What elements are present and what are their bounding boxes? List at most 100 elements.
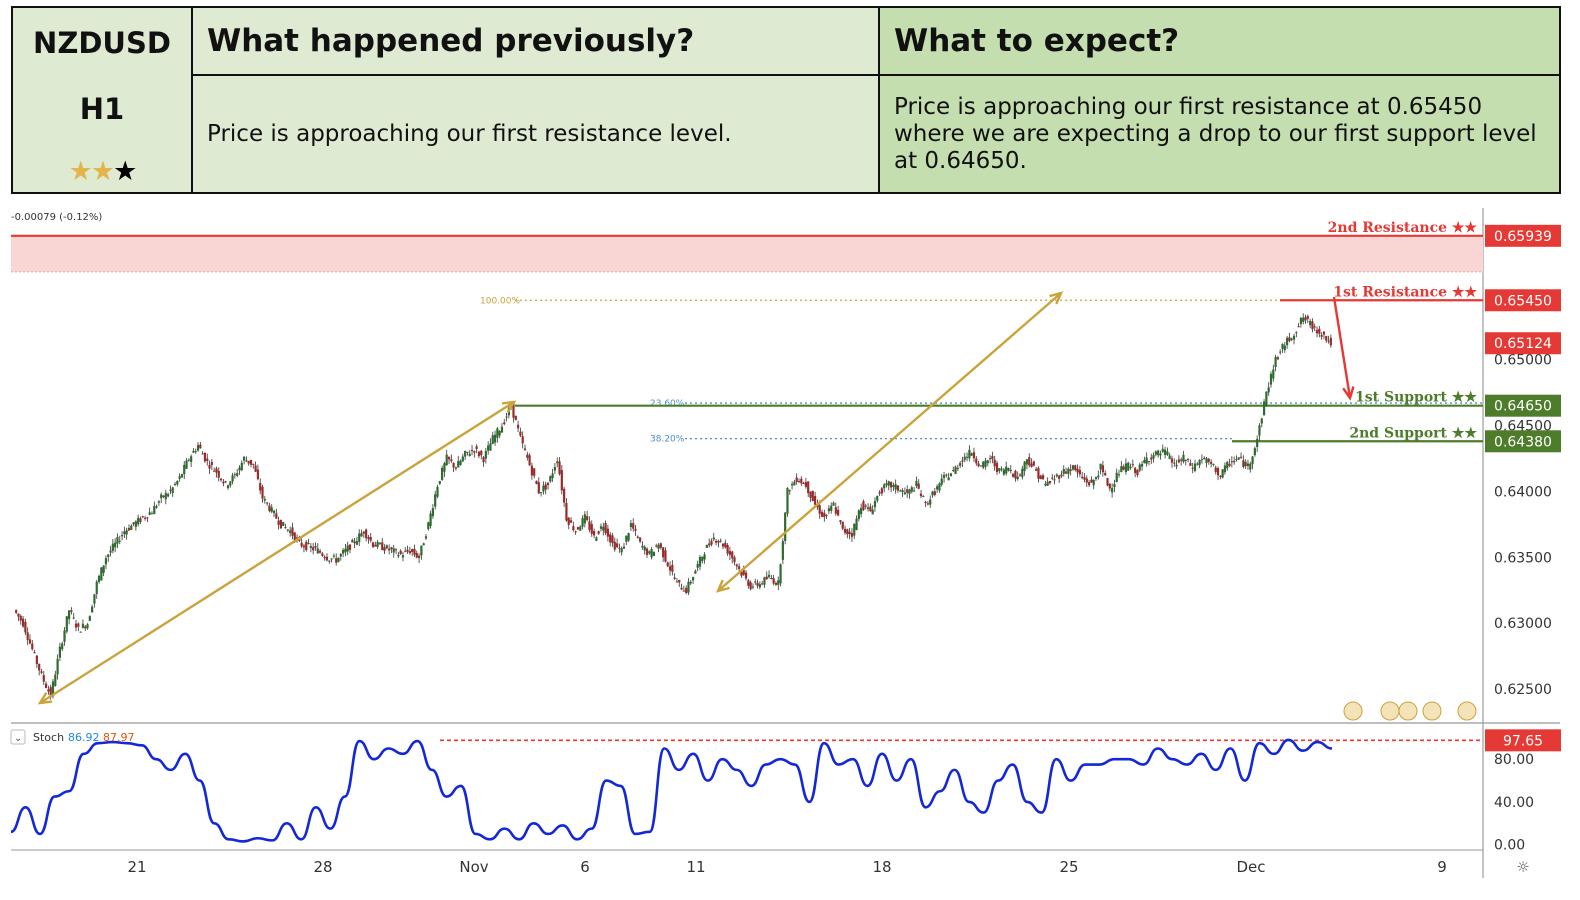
- candle-body: [399, 550, 402, 555]
- trend-arrow-up-head: [37, 692, 53, 705]
- level-tag-text: 0.64380: [1494, 434, 1552, 450]
- candle-body: [95, 581, 98, 594]
- candle-body: [424, 536, 428, 539]
- candle-body: [344, 548, 347, 553]
- candle-body: [572, 526, 575, 531]
- candle-body: [917, 483, 920, 489]
- candle-body: [1262, 401, 1266, 416]
- candle-body: [986, 460, 989, 464]
- candle-body: [219, 478, 223, 481]
- candle-body: [880, 488, 883, 494]
- candle-body: [321, 553, 324, 556]
- candle-body: [841, 521, 844, 529]
- candle-body: [855, 518, 858, 530]
- candle-body: [710, 540, 713, 545]
- stoch-tick-label: 80.00: [1494, 752, 1534, 768]
- candle-body: [388, 548, 391, 551]
- candle-body: [438, 481, 441, 484]
- candle-body: [162, 495, 165, 497]
- candle-body: [1313, 326, 1316, 328]
- candle-body: [63, 630, 66, 642]
- candle-body: [837, 509, 840, 516]
- candle-body: [1101, 465, 1105, 473]
- candle-body: [1274, 356, 1277, 368]
- candle-body: [1030, 463, 1033, 467]
- candle-body: [991, 455, 994, 460]
- candle-body: [530, 465, 533, 476]
- candle-body: [811, 490, 814, 501]
- rating-stars: ★★★: [13, 156, 191, 187]
- candle-body: [733, 557, 736, 563]
- candle-body: [793, 481, 796, 486]
- candle-body: [1159, 453, 1162, 456]
- candle-body: [367, 537, 370, 539]
- candle-body: [721, 543, 725, 547]
- candle-body: [1239, 456, 1243, 458]
- candle-body: [461, 456, 464, 462]
- level-tag-text: 0.65939: [1494, 229, 1552, 245]
- candle-body: [351, 539, 354, 543]
- candle-body: [583, 514, 586, 524]
- candle-body: [1163, 449, 1167, 455]
- candle-body: [130, 525, 133, 530]
- candle-body: [457, 461, 460, 468]
- candle-body: [466, 451, 469, 453]
- candle-body: [134, 521, 137, 527]
- candle-body: [558, 461, 561, 475]
- candle-body: [150, 513, 154, 515]
- candle-body: [127, 527, 131, 531]
- candle-body: [155, 506, 158, 508]
- candle-body: [376, 541, 379, 547]
- candle-body: [47, 689, 50, 692]
- candle-body: [97, 575, 101, 582]
- candle-body: [777, 580, 780, 585]
- candle-body: [383, 547, 386, 551]
- candle-body: [275, 513, 278, 519]
- candle-body: [830, 505, 833, 511]
- candle-body: [215, 468, 218, 473]
- candle-body: [58, 646, 61, 658]
- candle-body: [968, 449, 971, 459]
- candle-body: [940, 478, 943, 485]
- symbol-name: NZDUSD: [33, 26, 171, 60]
- candle-body: [371, 542, 375, 548]
- candle-body: [503, 422, 506, 425]
- candle-body: [724, 542, 727, 548]
- event-flag-icon: [1457, 701, 1477, 721]
- candle-body: [413, 548, 416, 555]
- candle-body: [1302, 317, 1305, 322]
- candle-body: [668, 566, 672, 571]
- candle-body: [698, 556, 702, 567]
- candle-body: [1233, 460, 1236, 463]
- price-tick-label: 0.62500: [1494, 682, 1552, 698]
- candle-body: [1295, 332, 1298, 334]
- candle-body: [190, 456, 193, 462]
- candle-body: [657, 544, 660, 549]
- candle-body: [807, 481, 810, 494]
- candle-body: [1196, 463, 1199, 465]
- candle-body: [187, 459, 190, 461]
- candle-body: [1327, 340, 1330, 342]
- candle-body: [21, 618, 25, 627]
- candle-body: [341, 550, 345, 554]
- candle-body: [689, 581, 692, 584]
- candle-body: [659, 543, 662, 548]
- candle-body: [1085, 478, 1088, 483]
- candle-body: [899, 490, 902, 492]
- candle-body: [332, 555, 335, 557]
- candle-body: [786, 488, 789, 514]
- candle-body: [873, 501, 877, 508]
- candle-body: [590, 524, 593, 534]
- stoch-legend-d: 87.97: [103, 731, 135, 744]
- candle-body: [74, 623, 78, 628]
- candle-body: [814, 495, 817, 505]
- candle-body: [1177, 459, 1180, 463]
- candle-body: [544, 484, 547, 490]
- candle-body: [72, 617, 75, 619]
- candle-body: [922, 496, 925, 498]
- candle-body: [54, 674, 57, 686]
- candle-body: [173, 483, 177, 485]
- candle-body: [441, 467, 444, 480]
- candle-body: [906, 489, 909, 493]
